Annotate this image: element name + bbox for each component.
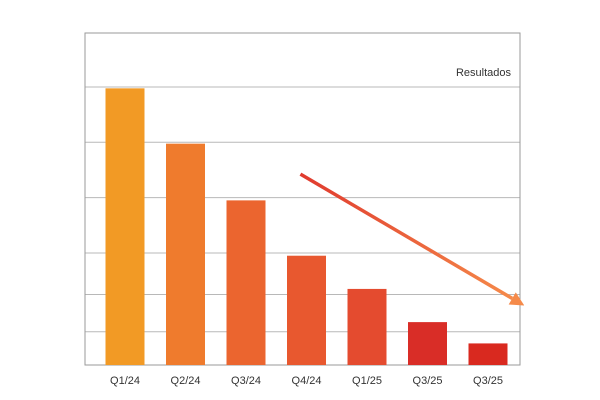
bar xyxy=(105,88,145,365)
trend-arrow-line xyxy=(299,172,514,300)
legend-label: Resultados xyxy=(456,67,512,79)
trend-arrow xyxy=(299,172,525,306)
x-tick-labels: Q1/24 Q2/24 Q3/24 Q4/24 Q1/25 Q3/25 Q3/25 xyxy=(110,375,503,387)
x-tick-label: Q2/24 xyxy=(171,375,201,387)
bars xyxy=(105,88,508,365)
x-tick-label: Q3/25 xyxy=(473,375,503,387)
x-tick-label: Q3/25 xyxy=(413,375,443,387)
bar xyxy=(468,343,508,365)
trend-arrow-head xyxy=(508,292,525,306)
x-tick-label: Q3/24 xyxy=(231,375,261,387)
bar xyxy=(347,288,387,365)
x-tick-label: Q1/25 xyxy=(352,375,382,387)
x-tick-label: Q4/24 xyxy=(292,375,322,387)
x-tick-label: Q1/24 xyxy=(110,375,140,387)
bar xyxy=(166,143,205,365)
bar xyxy=(408,322,447,365)
bar xyxy=(226,200,266,365)
bar xyxy=(287,255,326,365)
